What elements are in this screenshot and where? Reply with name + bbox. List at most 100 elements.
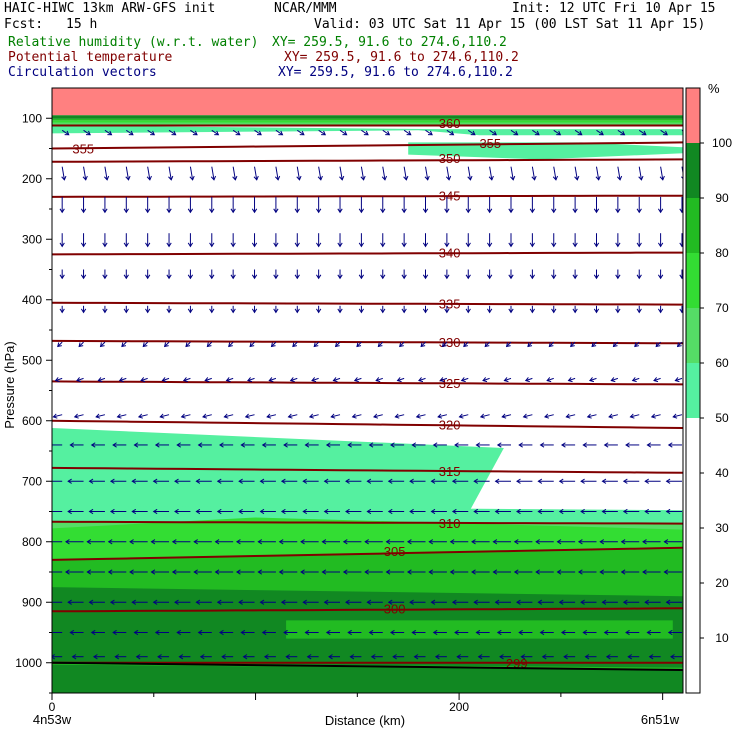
isentrope-label-0: 360 [439,116,461,131]
field-rh-xy: XY= 259.5, 91.6 to 274.6,110.2 [272,35,507,50]
wind-vector-133 [195,599,212,605]
wind-vector-464 [636,305,642,314]
wind-vector-82 [131,599,148,605]
wind-vector-56 [123,305,129,314]
wind-vector-42 [95,413,106,419]
wind-vector-355 [475,629,490,636]
wind-vector-266 [366,508,383,515]
wind-vector-128 [197,442,212,448]
wind-vector-470 [622,508,640,515]
wind-vector-211 [311,377,319,383]
wind-vector-81 [129,569,148,575]
wind-vector-288 [392,654,405,660]
wind-vector-483 [653,377,661,383]
wind-vector-77 [133,442,148,448]
wind-vector-230 [325,442,341,448]
wind-vector-358 [510,166,516,181]
wind-vector-191 [294,269,300,280]
wind-vector-134 [197,629,212,636]
wind-vector-123 [209,269,215,280]
wind-vector-222 [339,166,345,181]
wind-vector-495 [679,196,683,214]
isentrope-label-11: 310 [439,516,461,531]
wind-vector-282 [387,478,405,484]
isentrope-320 [52,419,683,429]
isentrope-335 [52,301,683,306]
isentrope-label-3: 350 [439,151,461,166]
wind-vector-426 [595,166,601,181]
wind-vector-84 [135,654,148,660]
wind-vector-276 [401,269,407,280]
wind-vector-165 [235,539,255,545]
wind-vector-95 [152,478,170,484]
wind-vector-335 [449,539,469,545]
wind-vector-451 [603,442,618,448]
wind-vector-58 [118,377,127,383]
wind-vector-498 [679,305,683,314]
wind-vector-311 [444,305,450,314]
wind-vector-232 [323,508,341,515]
wind-vector-421 [556,569,576,575]
rh-region-14 [286,620,673,639]
wind-vector-386 [513,539,533,545]
wind-vector-51 [126,129,134,136]
wind-vector-289 [425,129,433,136]
wind-vector-193 [292,341,298,348]
wind-vector-61 [109,478,127,484]
wind-vector-291 [422,196,429,214]
wind-vector-54 [123,233,129,248]
wind-vector-22 [80,305,87,314]
wind-vector-100 [154,629,170,636]
wind-vector-275 [401,233,407,248]
wind-vector-147 [216,508,234,515]
wind-vector-404 [535,569,554,575]
wind-vector-432 [589,377,597,383]
wind-vector-263 [373,413,383,419]
wind-vector-474 [625,629,640,636]
wind-vector-192 [294,305,300,314]
wind-vector-252 [345,599,362,605]
wind-vector-43 [90,442,105,448]
wind-vector-463 [636,269,642,280]
wind-vector-206 [316,196,322,214]
wind-vector-397 [548,341,555,348]
wind-vector-447 [615,305,621,314]
wind-vector-98 [150,569,170,575]
wind-vector-162 [240,442,255,448]
wind-vector-506 [663,569,682,575]
wind-vector-259 [380,269,386,280]
wind-vector-471 [620,539,640,545]
wind-vector-502 [667,442,682,448]
wind-vector-228 [332,377,341,383]
wind-vector-104 [187,196,194,214]
wind-vector-385 [516,508,533,515]
wind-vector-374 [532,129,540,136]
wind-vector-36 [102,196,108,214]
wind-vector-308 [444,196,450,214]
wind-vector-64 [107,569,127,575]
wind-vector-102 [190,129,198,136]
wind-vector-127 [202,413,212,419]
wind-vector-126 [204,377,212,383]
wind-vector-380 [527,341,533,348]
wind-vector-442 [617,129,626,136]
field-rh-name: Relative humidity (w.r.t. water) [8,35,259,50]
wind-vector-247 [347,442,362,448]
rh-region-5 [52,125,683,136]
wind-vector-174 [273,269,279,280]
y-tick-label-700: 700 [22,474,42,488]
wind-vector-83 [133,629,148,636]
wind-vector-198 [280,508,298,515]
wind-vector-492 [648,654,661,660]
y-tick-label-400: 400 [22,293,42,307]
wind-vector-274 [401,196,407,214]
y-tick-label-300: 300 [22,232,42,246]
isentrope-350 [52,158,683,163]
colorbar-band-50 [686,363,700,418]
terrain-line [52,661,683,672]
wind-vector-319 [428,569,447,575]
colorbar-tick-100: 100 [712,136,732,150]
wind-vector-254 [349,654,362,660]
wind-vector-476 [660,129,668,136]
wind-vector-349 [475,442,490,448]
